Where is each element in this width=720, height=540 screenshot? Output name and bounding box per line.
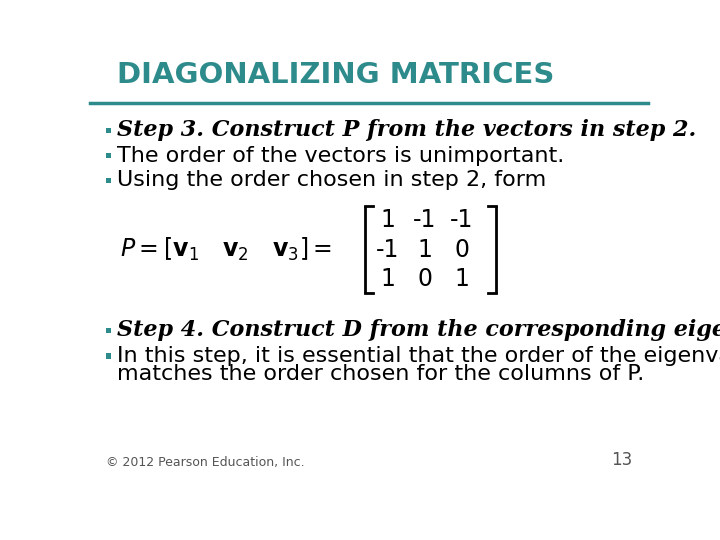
Text: DIAGONALIZING MATRICES: DIAGONALIZING MATRICES [117,62,554,90]
Text: -1: -1 [450,208,474,232]
Text: Step 4. Construct D from the corresponding eigenvalues.: Step 4. Construct D from the correspondi… [117,320,720,341]
Bar [106,127,111,133]
Bar [106,328,111,333]
Text: 1: 1 [454,267,469,291]
Bar [106,178,111,183]
Text: © 2012 Pearson Education, Inc.: © 2012 Pearson Education, Inc. [106,456,304,469]
Text: The order of the vectors is unimportant.: The order of the vectors is unimportant. [117,146,564,166]
Bar [106,153,111,158]
Bar [106,353,111,359]
Text: -1: -1 [413,208,436,232]
Text: 1: 1 [380,208,395,232]
Text: 0: 0 [454,238,469,261]
Text: -1: -1 [376,238,400,261]
Text: 1: 1 [380,267,395,291]
Text: Using the order chosen in step 2, form: Using the order chosen in step 2, form [117,170,546,190]
Text: Step 3. Construct P from the vectors in step 2.: Step 3. Construct P from the vectors in … [117,119,696,141]
Text: matches the order chosen for the columns of P.: matches the order chosen for the columns… [117,364,644,384]
Text: $P = \left[\mathbf{v}_1 \quad \mathbf{v}_2 \quad \mathbf{v}_3\right] =$: $P = \left[\mathbf{v}_1 \quad \mathbf{v}… [120,236,332,263]
Text: 0: 0 [418,267,432,291]
Text: In this step, it is essential that the order of the eigenvalues: In this step, it is essential that the o… [117,346,720,366]
Text: 1: 1 [418,238,432,261]
Text: 13: 13 [611,451,632,469]
